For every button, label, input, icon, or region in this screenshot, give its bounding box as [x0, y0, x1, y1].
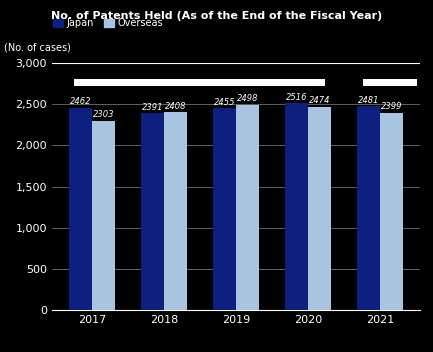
Legend: Japan, Overseas: Japan, Overseas [49, 14, 167, 32]
Text: 2474: 2474 [309, 96, 330, 105]
Text: 2455: 2455 [214, 98, 235, 107]
Text: (No. of cases): (No. of cases) [4, 42, 71, 52]
Text: 2498: 2498 [237, 94, 258, 103]
Bar [308, 107, 331, 310]
Bar [236, 105, 259, 310]
Text: No. of Patents Held (As of the End of the Fiscal Year): No. of Patents Held (As of the End of th… [51, 11, 382, 20]
Bar [141, 113, 164, 310]
Bar [74, 79, 326, 86]
Text: 2481: 2481 [358, 95, 379, 105]
Bar [213, 108, 236, 310]
Text: 2399: 2399 [381, 102, 403, 111]
Bar [92, 121, 115, 310]
Bar [164, 112, 187, 310]
Text: 2462: 2462 [69, 97, 91, 106]
Text: 2303: 2303 [93, 110, 114, 119]
Bar [285, 103, 308, 310]
Bar [363, 79, 417, 86]
Text: 2408: 2408 [165, 101, 186, 111]
Bar [357, 106, 380, 310]
Bar [69, 108, 92, 310]
Text: 2516: 2516 [286, 93, 307, 102]
Text: 2391: 2391 [142, 103, 163, 112]
Bar [380, 113, 403, 310]
